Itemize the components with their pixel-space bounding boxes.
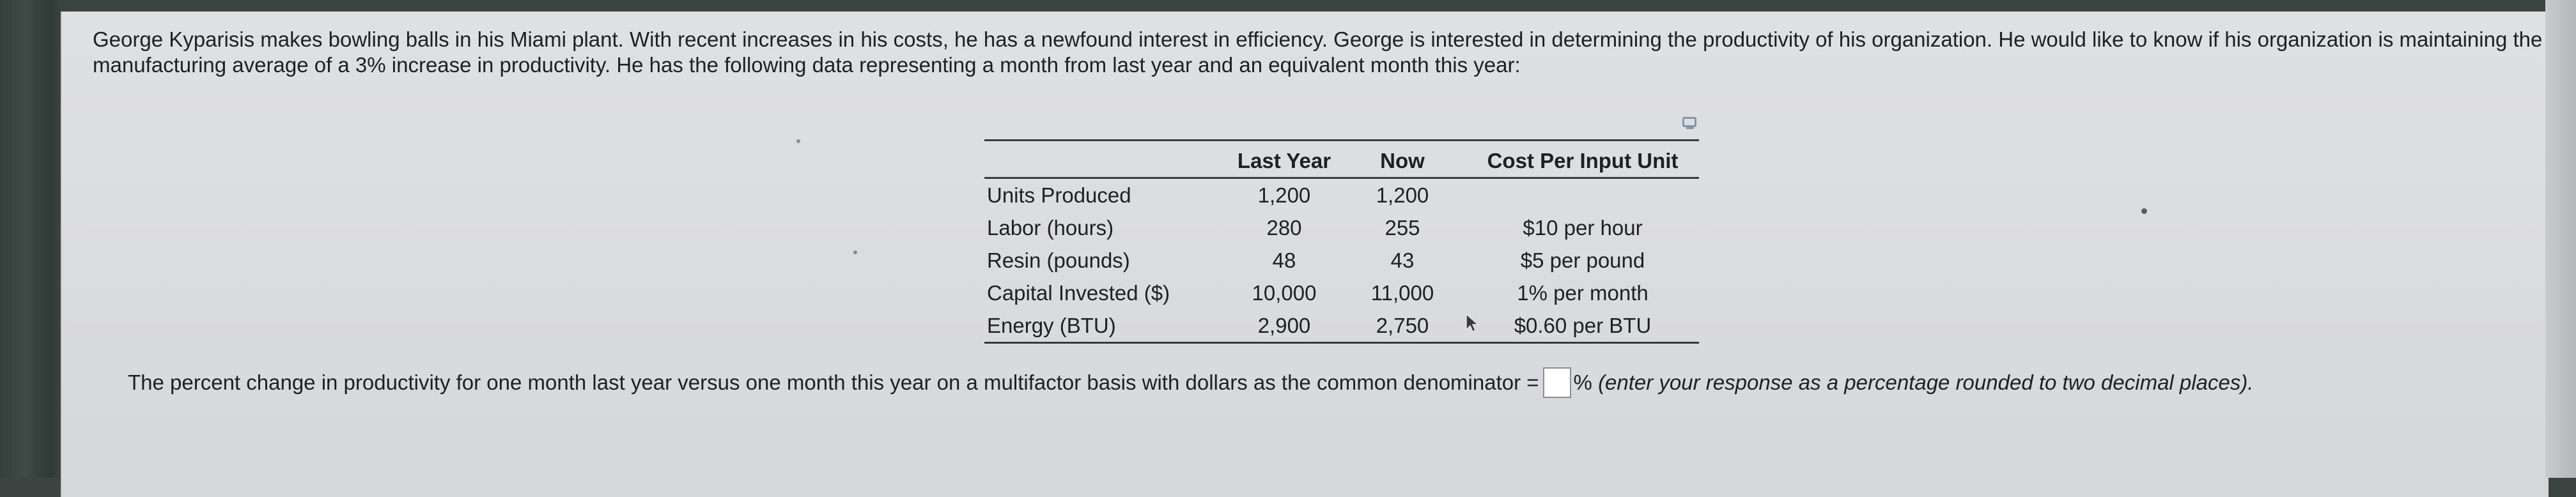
expand-table-icon[interactable] — [1682, 117, 1696, 129]
row-label: Capital Invested ($) — [987, 280, 1170, 305]
screen-speck — [796, 139, 800, 143]
table-row: Resin (pounds) 48 43 $5 per pound — [984, 244, 1699, 277]
last-year-value: 2,900 — [1257, 313, 1311, 337]
cost-value: $5 per pound — [1520, 248, 1645, 272]
row-label: Energy (BTU) — [987, 313, 1116, 337]
last-year-value: 48 — [1272, 248, 1296, 272]
monitor-edge — [2545, 0, 2576, 478]
row-label: Units Produced — [987, 183, 1131, 207]
screen-speck — [2141, 208, 2147, 214]
cost-value — [1466, 178, 1699, 212]
question-panel — [61, 11, 2549, 497]
last-year-value: 1,200 — [1257, 183, 1311, 207]
now-value: 255 — [1385, 215, 1420, 240]
data-table: Last Year Now Cost Per Input Unit Units … — [984, 139, 1699, 344]
row-label: Resin (pounds) — [987, 248, 1130, 272]
now-value: 11,000 — [1370, 280, 1434, 305]
table-row: Capital Invested ($) 10,000 11,000 1% pe… — [984, 277, 1699, 309]
last-year-value: 10,000 — [1252, 280, 1317, 305]
table-row: Labor (hours) 280 255 $10 per hour — [984, 211, 1699, 244]
now-value: 2,750 — [1376, 313, 1429, 337]
question-prompt: The percent change in productivity for o… — [128, 371, 1539, 394]
answer-hint: (enter your response as a percentage rou… — [1598, 371, 2254, 394]
now-value: 43 — [1390, 248, 1415, 272]
table-row: Units Produced 1,200 1,200 — [984, 178, 1699, 212]
table-row: Energy (BTU) 2,900 2,750 $0.60 per BTU — [984, 309, 1699, 342]
last-year-value: 280 — [1266, 215, 1302, 240]
now-value: 1,200 — [1376, 183, 1429, 207]
header-now: Now — [1338, 141, 1466, 179]
header-label — [984, 141, 1230, 179]
screen-speck — [853, 250, 857, 254]
cost-value: 1% per month — [1517, 280, 1649, 305]
cost-value: $10 per hour — [1523, 215, 1643, 240]
table-header-row: Last Year Now Cost Per Input Unit — [984, 141, 1699, 179]
header-cost-per-input-unit: Cost Per Input Unit — [1466, 141, 1699, 179]
header-last-year: Last Year — [1230, 141, 1338, 179]
percent-unit: % — [1573, 371, 1592, 394]
problem-statement: George Kyparisis makes bowling balls in … — [93, 27, 2543, 77]
row-label: Labor (hours) — [987, 215, 1114, 240]
question-line: The percent change in productivity for o… — [128, 367, 2253, 398]
mouse-pointer-icon — [1466, 313, 1479, 332]
cost-value: $0.60 per BTU — [1514, 313, 1652, 337]
answer-input[interactable] — [1542, 367, 1571, 398]
